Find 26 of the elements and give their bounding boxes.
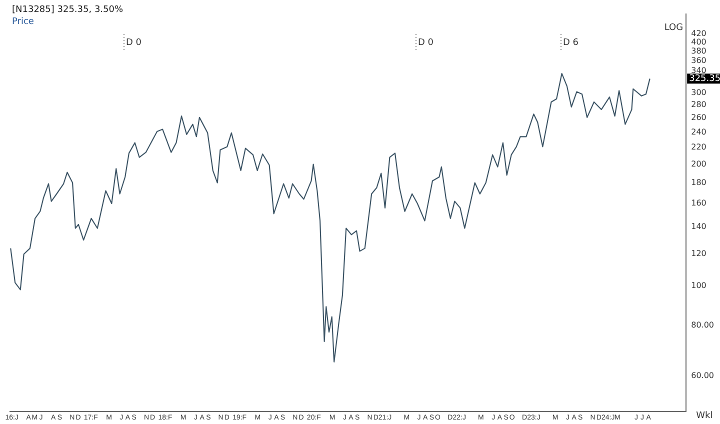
annotation: D 0 bbox=[126, 38, 142, 48]
text: 325.35 bbox=[689, 74, 720, 84]
y-tick-label: 340 bbox=[691, 66, 706, 76]
y-tick-label: 160 bbox=[691, 198, 706, 208]
annotation: D 0 bbox=[418, 38, 434, 48]
y-tick-label: 280 bbox=[691, 100, 706, 110]
y-tick-label: 360 bbox=[691, 56, 706, 65]
y-tick-label: 80.00 bbox=[691, 320, 714, 330]
y-tick-label: 140 bbox=[691, 222, 706, 232]
y-tick-label: 180 bbox=[691, 178, 706, 187]
annotation: LOG bbox=[664, 23, 684, 33]
y-tick-label: 400 bbox=[691, 37, 706, 46]
text: Wkl bbox=[696, 411, 713, 421]
y-tick-label: 380 bbox=[691, 46, 706, 56]
y-tick-label: 220 bbox=[691, 142, 706, 152]
y-tick-label: 120 bbox=[691, 249, 706, 258]
y-tick-label: 200 bbox=[691, 159, 706, 168]
y-tick-label: 260 bbox=[691, 113, 706, 122]
chart-subtitle: Price bbox=[12, 17, 34, 27]
chart-title: [N13285] 325.35, 3.50% bbox=[12, 5, 124, 15]
y-tick-label: 100 bbox=[691, 281, 706, 290]
y-tick-label: 300 bbox=[691, 88, 706, 98]
y-tick-label: 60.00 bbox=[691, 371, 714, 380]
y-tick-label: 240 bbox=[691, 127, 706, 136]
annotation: D 6 bbox=[563, 38, 579, 48]
y-tick-label: 420 bbox=[691, 28, 706, 38]
